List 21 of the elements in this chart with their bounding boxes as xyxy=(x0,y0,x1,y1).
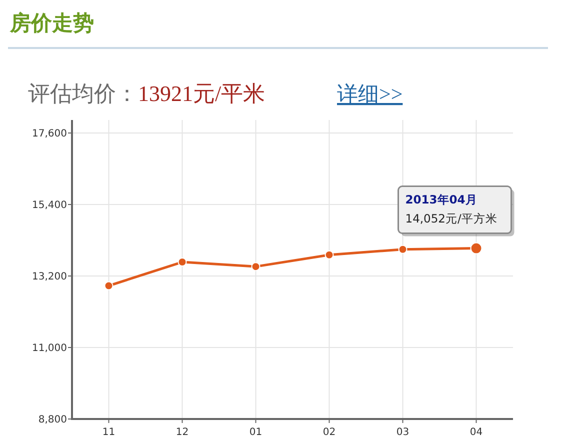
y-tick-label: 13,200 xyxy=(32,272,67,282)
text: 详细>> xyxy=(337,82,403,106)
annotation: 2013年04月 xyxy=(405,192,478,206)
x-tick-label: 11 xyxy=(102,427,116,438)
y-tick-label: 15,400 xyxy=(32,200,67,211)
y-tick-label: 17,600 xyxy=(32,128,67,140)
x-tick-label: 02 xyxy=(322,427,336,438)
y-tick-label: 8,800 xyxy=(38,414,67,426)
point xyxy=(398,244,408,254)
x-tick-label: 01 xyxy=(249,427,262,438)
point xyxy=(251,262,260,272)
data-label: 14,052元/平方米 xyxy=(405,211,498,226)
x-tick-label: 03 xyxy=(396,427,410,438)
x-tick-label: 04 xyxy=(470,427,483,438)
point xyxy=(178,258,187,267)
chart-title: 房价走势 xyxy=(9,11,94,35)
point xyxy=(324,250,334,260)
x-tick-label: 12 xyxy=(176,427,189,438)
y-tick-label: 11,000 xyxy=(32,343,67,354)
point xyxy=(104,281,114,290)
chart-subtitle: 评估均价：13921元/平米 xyxy=(28,81,266,106)
